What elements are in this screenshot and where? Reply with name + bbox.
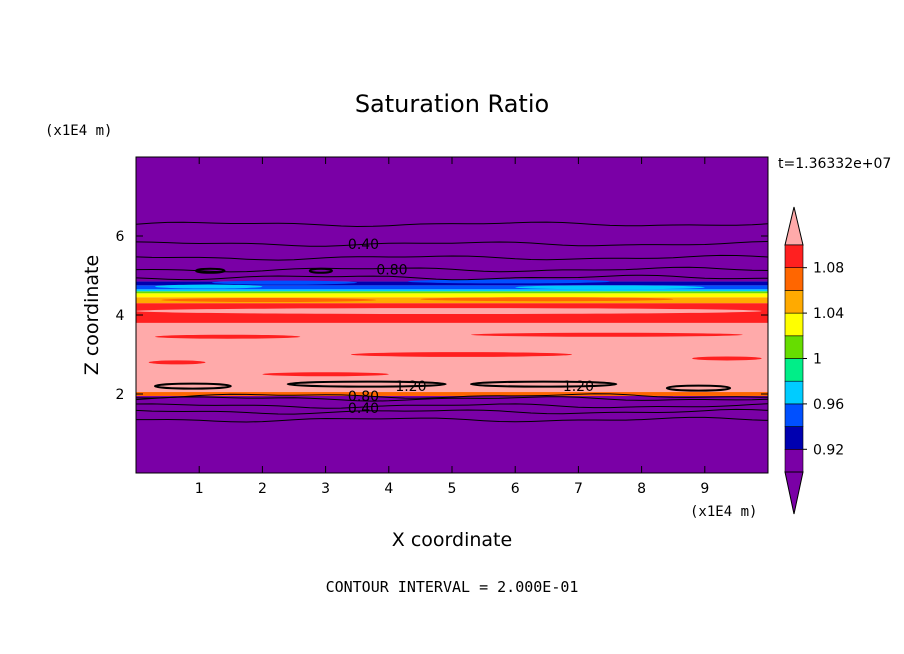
colorbar: 0.92 0.96 1 1.04 1.08 (784, 206, 844, 515)
contour-label: 0.80 (376, 263, 407, 279)
contour-line (135, 274, 769, 281)
contour-line (286, 380, 447, 388)
contour-line (135, 393, 769, 399)
fill-band (136, 291, 768, 294)
plot-patches (136, 279, 762, 377)
colorbar-label: 1.08 (813, 261, 844, 277)
x-tick-label: 6 (511, 481, 520, 497)
colorbar-segment (784, 267, 804, 291)
x-tick-label: 9 (700, 481, 709, 497)
fill-streak (470, 332, 743, 337)
fill-streak (692, 356, 762, 361)
x-tick-label: 4 (384, 481, 393, 497)
colorbar-segment (784, 312, 804, 337)
fill-streak (407, 279, 610, 284)
y-tick-label: 4 (116, 308, 125, 324)
contour-line (469, 380, 618, 388)
contour-line (135, 396, 769, 402)
fill-band (136, 157, 768, 282)
x-axis-label: X coordinate (392, 529, 512, 551)
colorbar-segment (784, 358, 804, 382)
fill-streak (350, 352, 573, 357)
contour-line (135, 241, 769, 247)
y-tick-label: 2 (116, 387, 125, 403)
contour-line (135, 403, 769, 409)
time-label: t=1.36332e+07 (778, 156, 891, 172)
colorbar-segment (784, 426, 804, 450)
colorbar-segment (784, 335, 804, 359)
contour-line (308, 267, 333, 274)
contour-lines (135, 221, 769, 423)
colorbar-label: 0.92 (813, 442, 844, 458)
plot-fills (136, 157, 768, 473)
contour-line (135, 266, 769, 273)
fill-streak (136, 308, 762, 315)
fill-streak (262, 372, 389, 377)
x-unit-label: (x1E4 m) (690, 504, 757, 520)
fill-streak (154, 334, 301, 339)
colorbar-segment (784, 380, 804, 405)
fill-band (136, 395, 768, 473)
contour-line (136, 416, 769, 423)
x-tick-label: 3 (321, 481, 330, 497)
colorbar-segment (784, 448, 804, 473)
colorbar-segment (784, 290, 804, 314)
contour-line (135, 408, 769, 415)
contour-line (195, 267, 226, 274)
colorbar-arrow-bottom (784, 471, 804, 515)
fill-streak (161, 297, 377, 302)
fill-streak (515, 285, 705, 290)
x-tick-label: 2 (258, 481, 267, 497)
contour-line (665, 384, 732, 392)
contour-label: 0.40 (348, 237, 379, 253)
fill-streak (154, 284, 263, 289)
contour-line (153, 382, 232, 390)
fill-streak (420, 297, 674, 302)
fill-streak (148, 360, 206, 365)
colorbar-segment (784, 244, 804, 269)
fill-streak (211, 280, 358, 285)
fill-band (136, 392, 768, 396)
fill-band (136, 293, 768, 298)
y-axis-ticks: 2 4 6 (116, 229, 768, 403)
x-axis-ticks: 1 2 3 4 5 6 7 8 9 (195, 157, 709, 497)
contour-labels: 0.400.801.20 1.200.800.40 (348, 237, 594, 417)
x-tick-label: 1 (195, 481, 204, 497)
contour-label: 1.20 (563, 379, 594, 395)
fill-band (136, 285, 768, 290)
fill-band (136, 281, 768, 286)
contour-label: 0.80 (348, 389, 379, 405)
contour-label: 0.40 (348, 401, 379, 417)
contour-line (135, 254, 769, 261)
colorbar-segment (784, 403, 804, 427)
chart-title: Saturation Ratio (355, 90, 549, 118)
y-unit-label: (x1E4 m) (45, 123, 112, 139)
y-tick-label: 6 (116, 229, 125, 245)
colorbar-label: 1 (813, 352, 822, 368)
colorbar-label: 1.04 (813, 306, 844, 322)
contour-line (135, 221, 769, 228)
fill-band (136, 289, 768, 292)
contour-interval-footer: CONTOUR INTERVAL = 2.000E-01 (326, 578, 579, 596)
x-tick-label: 7 (574, 481, 583, 497)
y-axis-label: Z coordinate (81, 255, 103, 375)
colorbar-label: 0.96 (813, 397, 844, 413)
x-tick-label: 8 (637, 481, 646, 497)
contour-label: 1.20 (395, 379, 426, 395)
x-tick-label: 5 (448, 481, 457, 497)
